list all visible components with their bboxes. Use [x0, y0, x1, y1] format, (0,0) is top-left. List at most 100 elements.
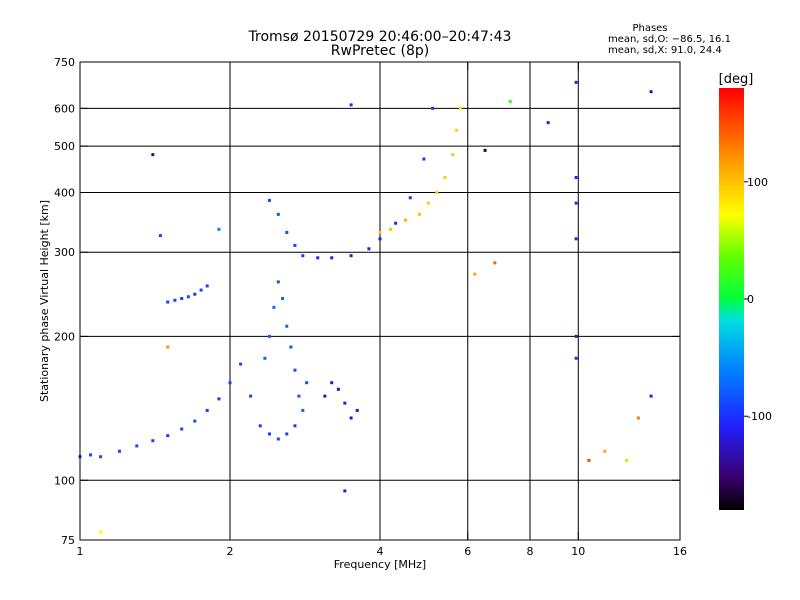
data-point — [117, 449, 121, 453]
data-point — [408, 196, 412, 200]
data-point — [297, 394, 301, 398]
data-point — [458, 106, 462, 110]
y-tick-label: 600 — [54, 102, 75, 115]
data-point — [349, 103, 353, 107]
data-point — [166, 434, 170, 438]
data-point — [316, 256, 320, 260]
data-point — [193, 419, 197, 423]
colorbar-label: [deg] — [719, 72, 754, 87]
data-point — [473, 272, 477, 276]
data-point — [431, 106, 435, 110]
data-point — [186, 295, 190, 299]
data-point — [451, 153, 455, 157]
phase-stats-o: mean, sd,O: −86.5, 16.1 — [608, 34, 731, 45]
data-point — [249, 394, 253, 398]
data-point — [301, 254, 305, 258]
chart-subtitle: RwPretec (8p) — [331, 43, 429, 59]
data-point — [394, 221, 398, 225]
data-point — [285, 324, 289, 328]
data-point — [636, 416, 640, 420]
grid-lines — [80, 62, 680, 540]
data-point — [323, 394, 327, 398]
data-point — [217, 227, 221, 231]
data-point — [166, 300, 170, 304]
data-point — [205, 284, 209, 288]
data-point — [180, 297, 184, 301]
data-point — [389, 227, 393, 231]
data-point — [349, 416, 353, 420]
data-point — [272, 305, 276, 309]
data-point — [180, 427, 184, 431]
colorbar-tick-label: 0 — [747, 293, 754, 306]
data-point — [417, 212, 421, 216]
y-axis-label: Stationary phase Virtual Height [km] — [38, 200, 51, 402]
data-point — [166, 345, 170, 349]
y-tick-label: 400 — [54, 186, 75, 199]
colorbar-tick-label: -100 — [747, 410, 772, 423]
y-tick-label: 100 — [54, 474, 75, 487]
data-point — [293, 424, 297, 428]
x-tick-label: 10 — [571, 545, 585, 558]
data-point — [649, 90, 653, 94]
data-point — [301, 408, 305, 412]
data-points — [78, 80, 653, 534]
phase-stats-header: Phases — [632, 23, 667, 34]
colorbar-ticks: 100 0 -100 — [744, 176, 772, 423]
data-point — [435, 190, 439, 194]
x-tick-label: 16 — [673, 545, 687, 558]
x-tick-label: 4 — [377, 545, 384, 558]
data-point — [267, 432, 271, 436]
colorbar-tick-label: 100 — [747, 176, 768, 189]
data-point — [293, 243, 297, 247]
data-point — [193, 292, 197, 296]
data-point — [343, 401, 347, 405]
phase-stats-x: mean, sd,X: 91.0, 24.4 — [608, 45, 722, 56]
data-point — [205, 408, 209, 412]
data-point — [135, 444, 139, 448]
data-point — [289, 345, 293, 349]
data-point — [151, 439, 155, 443]
data-point — [199, 288, 203, 292]
data-point — [151, 153, 155, 157]
data-point — [263, 356, 267, 360]
data-point — [285, 432, 289, 436]
data-point — [378, 237, 382, 241]
y-tick-label: 200 — [54, 330, 75, 343]
data-point — [455, 128, 459, 132]
data-point — [258, 424, 262, 428]
data-point — [89, 453, 93, 457]
data-point — [443, 175, 447, 179]
x-tick-label: 1 — [77, 545, 84, 558]
data-point — [403, 218, 407, 222]
y-tick-label: 500 — [54, 140, 75, 153]
data-point — [378, 230, 382, 234]
data-point — [173, 298, 177, 302]
colorbar — [719, 88, 744, 510]
data-point — [276, 280, 280, 284]
data-point — [483, 148, 487, 152]
data-point — [574, 80, 578, 84]
data-point — [281, 297, 285, 301]
data-point — [239, 362, 243, 366]
data-point — [349, 254, 353, 258]
data-point — [649, 394, 653, 398]
data-point — [267, 334, 271, 338]
data-point — [574, 237, 578, 241]
data-point — [228, 381, 232, 385]
data-point — [293, 368, 297, 372]
axis-ticks: 1 2 4 6 8 10 16 75 100 200 300 400 500 600 750 — [54, 56, 687, 558]
data-point — [508, 100, 512, 104]
data-point — [276, 437, 280, 441]
data-point — [603, 449, 607, 453]
data-point — [426, 201, 430, 205]
data-point — [546, 121, 550, 125]
data-point — [574, 201, 578, 205]
y-tick-label: 300 — [54, 246, 75, 259]
data-point — [422, 157, 426, 161]
data-point — [276, 212, 280, 216]
data-point — [343, 489, 347, 493]
data-point — [355, 408, 359, 412]
data-point — [625, 458, 629, 462]
data-point — [305, 381, 309, 385]
